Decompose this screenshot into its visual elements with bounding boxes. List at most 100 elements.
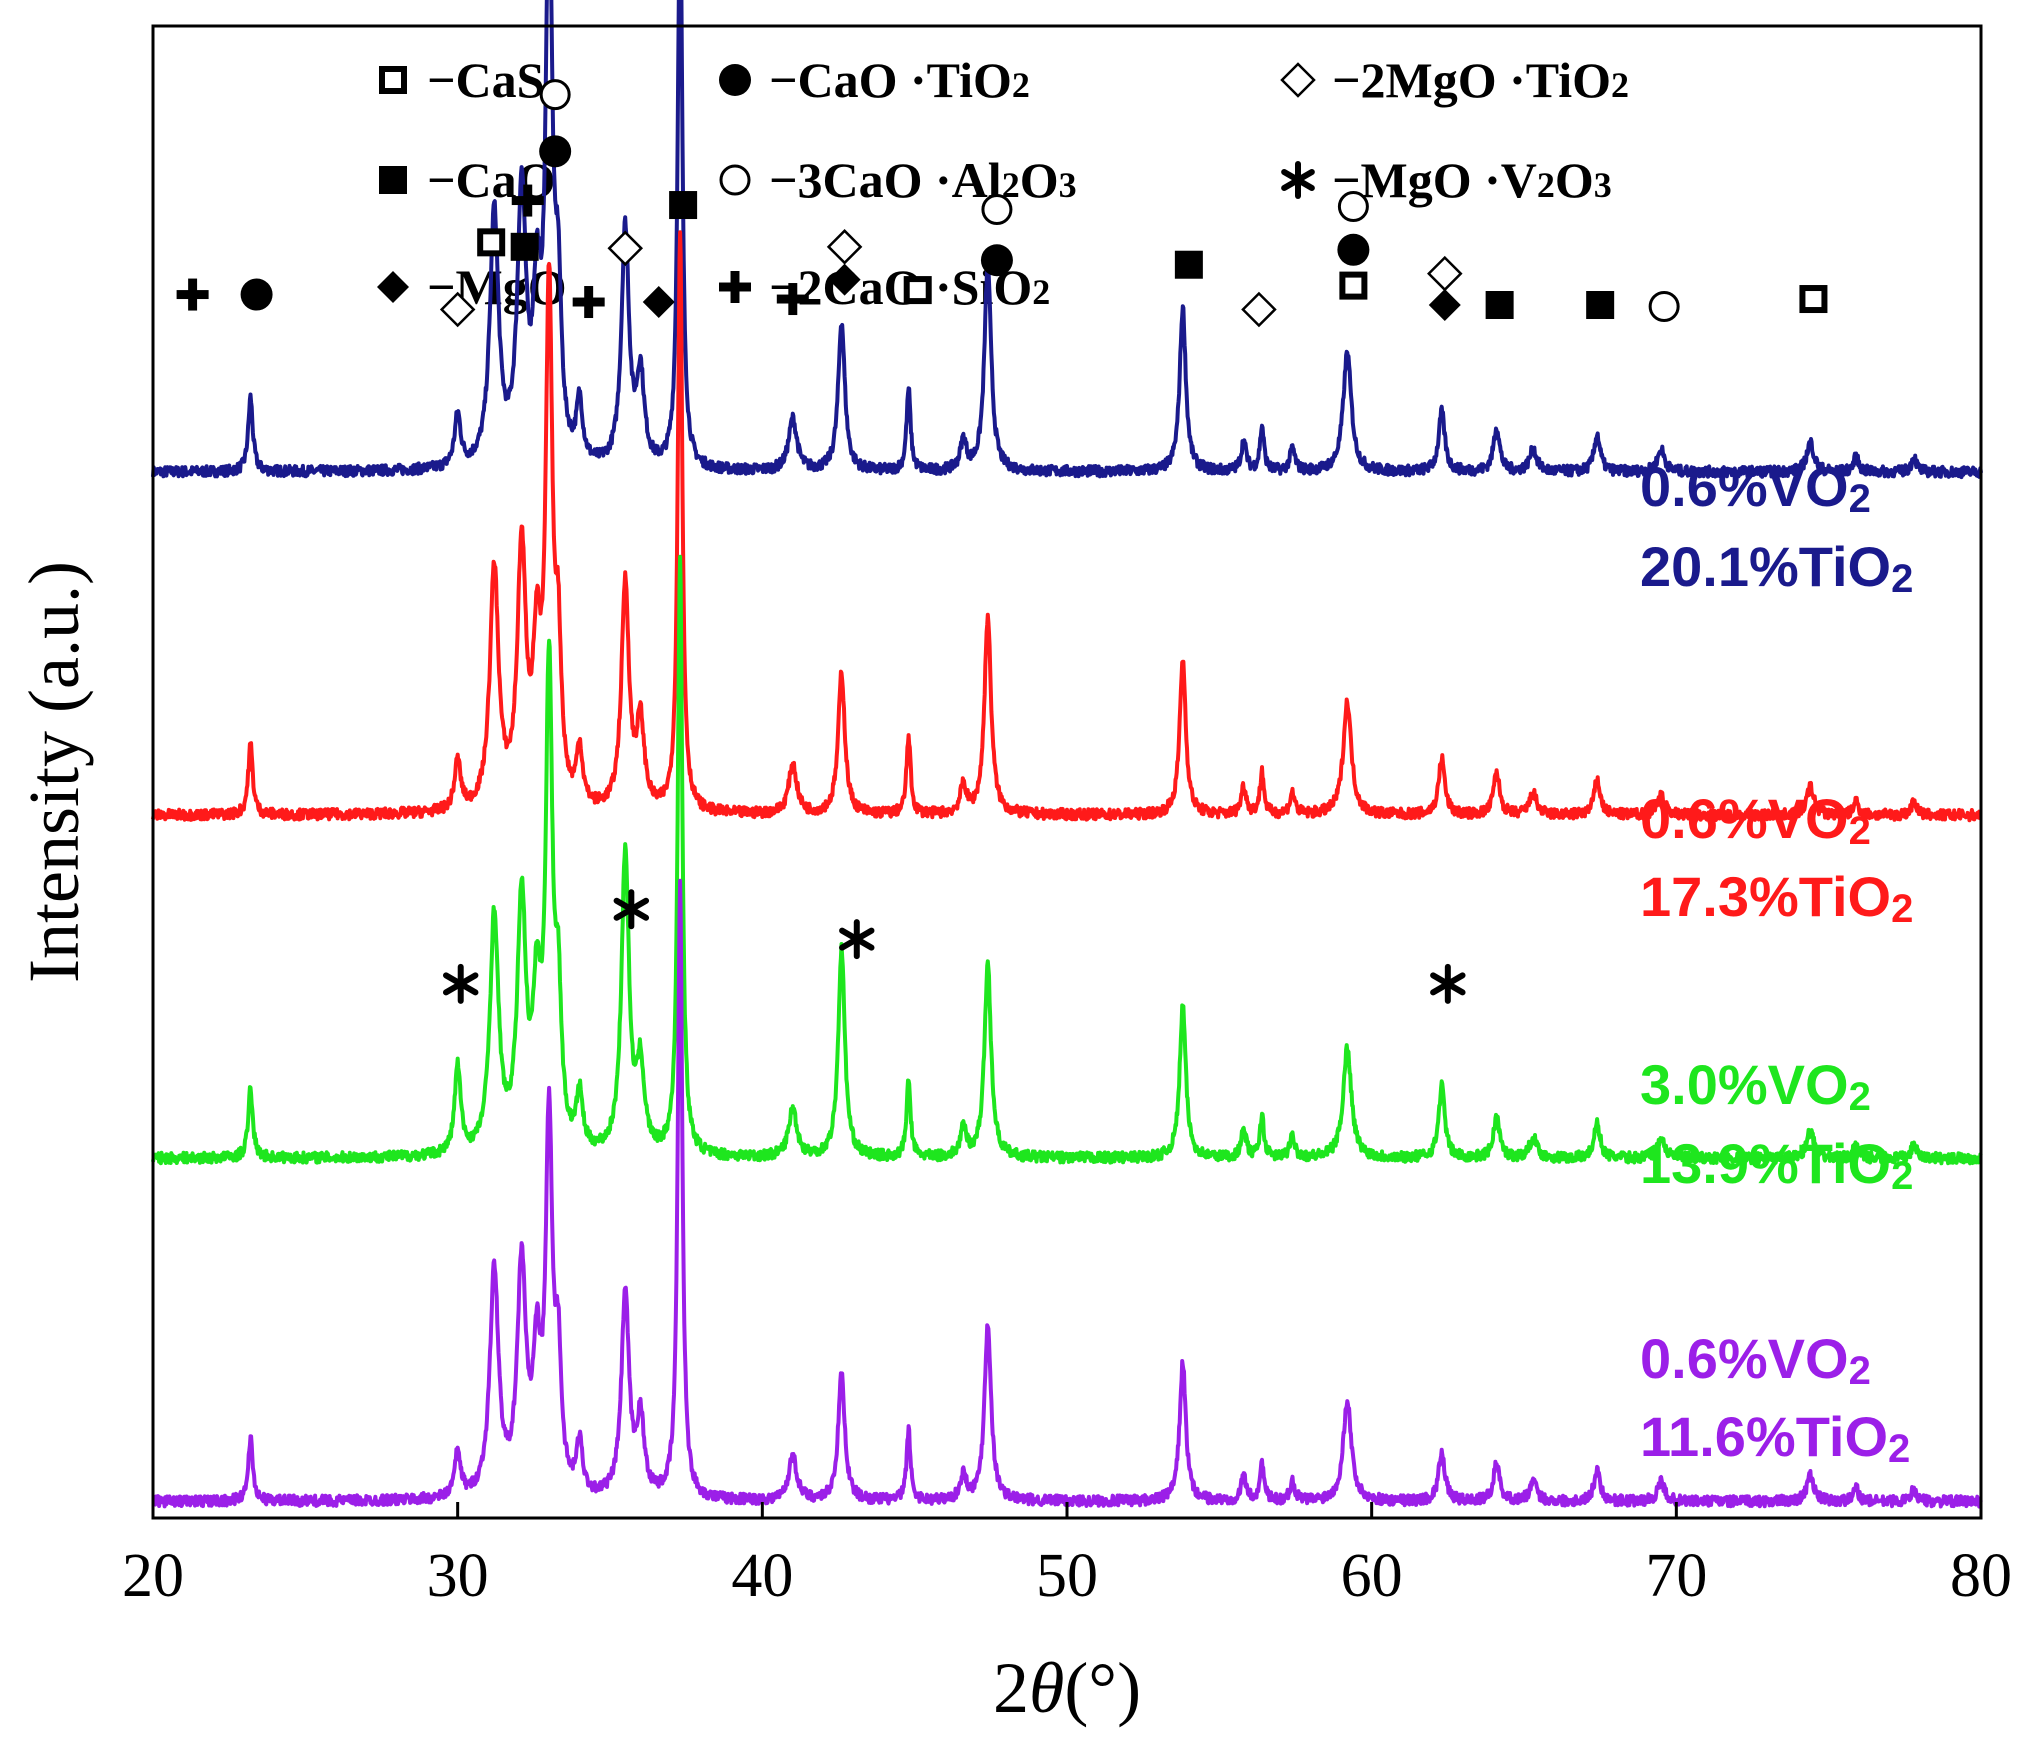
phase-marker-circle-filled [1337,233,1370,266]
plot-frame [151,24,1983,1520]
series-line-1 [151,0,1983,480]
phase-marker-circle-open [981,194,1013,226]
legend-dash: − [769,52,798,108]
series-label-subscript: 2 [1891,887,1913,931]
series-line-4 [151,878,1983,1509]
series-label-subscript: 2 [1849,477,1871,521]
legend-dash: − [769,152,798,208]
phase-marker-diamond-open [826,229,863,265]
legend-marker-mgv [1281,161,1315,199]
x-axis-title-symbol: θ [1029,1648,1064,1728]
phase-marker-diamond-filled [828,263,861,296]
series-layer [151,0,1983,1509]
series-label-text: 17.3%TiO [1640,865,1891,928]
x-tick-label: 30 [427,1542,489,1610]
phase-marker-cross [776,283,809,316]
legend-item-mg2tio2: −2MgO ·TiO2 [1280,52,1629,108]
series-label-subscript: 2 [1891,557,1913,601]
series-label-text: 0.6%VO [1640,455,1849,518]
x-tick-label: 40 [731,1542,793,1610]
x-axis-ticks: 20 30 40 50 60 70 80 [122,1502,2012,1610]
legend-subscript: 2 [1012,65,1030,105]
series-label-line: 0.6%VO2 [1640,455,1871,521]
legend-label-c3a: −3CaO ·Al2O3 [769,152,1077,208]
phase-marker-diamond-open [607,230,644,267]
legend-text: O [1020,152,1059,208]
x-tick-label: 50 [1036,1542,1098,1610]
legend-text: 3CaO ·Al [798,152,1002,208]
series-label-line: 17.3%TiO2 [1640,865,1913,931]
series-label-text: 13.9%TiO [1640,1132,1891,1195]
phase-marker-square-open [1799,285,1828,314]
legend-item-cas: −CaS [379,52,544,108]
legend-subscript: 2 [1611,65,1629,105]
phase-marker-circle-open [539,79,571,111]
series-label-line: 0.6%VO2 [1640,787,1871,853]
legend-dash: − [427,52,456,108]
series-label-text: 3.0%VO [1640,1053,1849,1116]
x-tick-label: 60 [1341,1542,1403,1610]
legend-text: CaO ·TiO [798,52,1012,108]
legend-marker-c2s [719,271,751,303]
series-label-line: 11.6%TiO2 [1640,1405,1910,1471]
series-label-subscript: 2 [1849,1075,1871,1119]
x-tick-label: 80 [1950,1542,2012,1610]
legend-marker-mgo [377,271,409,303]
series-label-text: 0.6%VO [1640,787,1849,850]
y-axis-title: Intensity (a.u.) [14,561,94,983]
phase-marker-circle-open [1337,191,1369,223]
legend-item-mgv: −MgO ·V2O3 [1281,152,1612,208]
series-label-subscript: 2 [1849,1349,1871,1393]
phase-marker-circle-filled [240,278,273,311]
phase-marker-circle-open [1648,290,1680,322]
legend-dash: − [427,152,456,208]
legend-text: O [1555,152,1594,208]
legend-subscript: 2 [1002,165,1020,205]
legend-label-mg2tio2: −2MgO ·TiO2 [1332,52,1629,108]
legend-text: CaS [456,52,545,108]
legend-marker-c3a [719,164,751,196]
series-label-text: 11.6%TiO [1640,1405,1888,1468]
phase-marker-asterisk [839,919,875,960]
series-label-subscript: 2 [1849,809,1871,853]
series-label-line: 13.9%TiO2 [1640,1132,1913,1198]
legend-subscript: 3 [1594,165,1612,205]
legend-label-caotio2: −CaO ·TiO2 [769,52,1030,108]
series-label-subscript: 2 [1891,1154,1913,1198]
series-line-2 [151,230,1983,823]
phase-marker-asterisk [1430,963,1466,1004]
legend-subscript: 3 [1059,165,1077,205]
phase-marker-asterisk [442,963,479,1004]
legend-text: MgO ·V [1361,152,1537,208]
series-label-subscript: 2 [1888,1427,1910,1471]
legend-marker-cas [379,66,407,94]
legend-dash: − [1332,52,1361,108]
series-label-line: 3.0%VO2 [1640,1053,1871,1119]
phase-marker-square-filled [669,191,698,220]
legend-subscript: 2 [1032,272,1050,312]
legend-item-c3a: −3CaO ·Al2O3 [719,152,1077,208]
phase-marker-circle-filled [980,244,1013,277]
phase-marker-square-open [903,276,932,305]
phase-marker-diamond-open [439,291,476,328]
phase-marker-diamond-filled [642,286,675,319]
x-tick-label: 70 [1645,1542,1707,1610]
legend-label-cas: −CaS [427,52,544,108]
phase-marker-square-filled [1174,250,1203,279]
phase-marker-cross [176,278,209,311]
legend-marker-mg2tio2 [1280,62,1316,98]
x-tick-label: 20 [122,1542,184,1610]
legend-label-mgv: −MgO ·V2O3 [1332,152,1612,208]
phase-marker-diamond-open [1241,291,1277,328]
legend-marker-caotio2 [719,64,751,96]
phase-marker-square-filled [1586,291,1615,320]
phase-marker-layer [176,79,1828,1004]
x-axis-title-unit: (°) [1064,1648,1141,1728]
legend-subscript: 2 [1537,165,1555,205]
phase-marker-circle-filled [539,135,572,168]
series-label-text: 20.1%TiO [1640,535,1891,598]
